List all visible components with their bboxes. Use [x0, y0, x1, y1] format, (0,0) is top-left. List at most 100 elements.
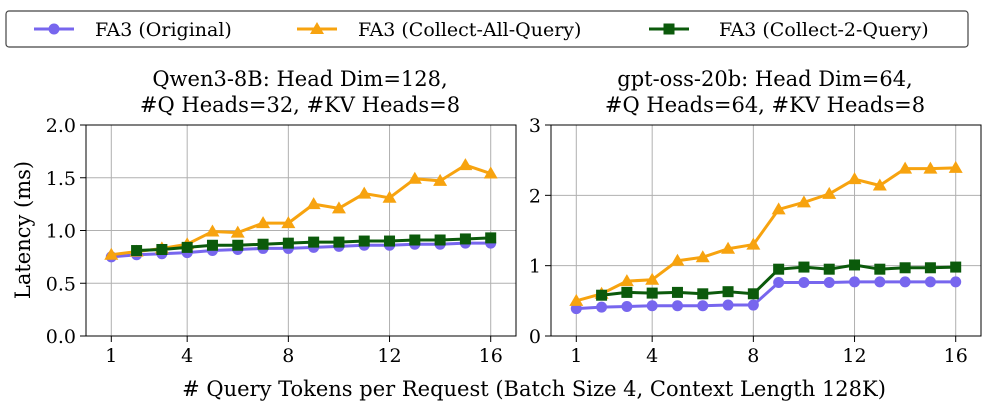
- data-point-fa3-collect-2-query: [899, 262, 911, 274]
- data-point-fa3-collect-all-query: [796, 195, 811, 208]
- data-point-fa3-collect-2-query: [409, 234, 421, 246]
- data-point-fa3-original: [671, 300, 683, 312]
- data-point-fa3-collect-2-query: [257, 238, 269, 250]
- data-point-fa3-collect-2-query: [232, 239, 244, 251]
- chart-title-line-2: #Q Heads=64, #KV Heads=8: [605, 93, 925, 117]
- legend-label-collect-2: FA3 (Collect-2-Query): [719, 19, 929, 41]
- data-point-fa3-collect-2-query: [950, 261, 962, 273]
- plot-frame: [85, 124, 517, 337]
- legend-marker-circle-icon: [48, 23, 60, 35]
- data-point-fa3-collect-2-query: [722, 286, 734, 298]
- data-point-fa3-collect-all-query: [306, 197, 321, 210]
- series-layer: [569, 160, 963, 315]
- series-layer: [104, 158, 498, 263]
- legend-marker-triangle-icon: [310, 22, 324, 34]
- series-line-fa3-collect-all-query: [575, 166, 956, 303]
- legend-entry-collect-2: FA3 (Collect-2-Query): [649, 19, 929, 41]
- data-point-fa3-original: [621, 300, 633, 312]
- y-tick-label: 2.0: [46, 115, 76, 137]
- data-point-fa3-collect-2-query: [924, 262, 936, 274]
- data-point-fa3-collect-all-query: [104, 247, 119, 260]
- y-tick-label: 0: [529, 326, 541, 348]
- x-tick-label: 16: [479, 345, 503, 367]
- x-tick-label: 12: [377, 345, 401, 367]
- legend-marker-square-icon: [663, 23, 675, 35]
- x-tick-label: 4: [181, 345, 193, 367]
- data-point-fa3-collect-2-query: [773, 263, 785, 275]
- x-tick-label: 1: [570, 345, 582, 367]
- x-tick-label: 4: [646, 345, 658, 367]
- data-point-fa3-collect-all-query: [357, 186, 372, 199]
- data-point-fa3-collect-2-query: [849, 259, 861, 271]
- x-tick-label: 8: [747, 345, 759, 367]
- plot-frame: [550, 124, 982, 337]
- data-point-fa3-collect-2-query: [671, 286, 683, 298]
- data-point-fa3-collect-2-query: [156, 243, 168, 255]
- legend-frame: [5, 10, 969, 48]
- legend-entry-original: FA3 (Original): [34, 19, 232, 41]
- x-tick-label: 16: [944, 345, 968, 367]
- data-point-fa3-collect-2-query: [206, 239, 218, 251]
- data-point-fa3-collect-all-query: [948, 160, 963, 173]
- data-point-fa3-collect-all-query: [721, 241, 736, 254]
- chart-title-line-1: Qwen3-8B: Head Dim=128,: [152, 67, 447, 91]
- legend-entry-collect-all: FA3 (Collect-All-Query): [297, 19, 581, 41]
- x-tick-label: 1: [105, 345, 117, 367]
- legend-label-collect-all: FA3 (Collect-All-Query): [358, 19, 581, 41]
- data-point-fa3-collect-all-query: [569, 293, 584, 306]
- data-point-fa3-collect-all-query: [205, 224, 220, 237]
- data-point-fa3-original: [747, 299, 759, 311]
- data-point-fa3-collect-2-query: [131, 245, 143, 257]
- data-point-fa3-original: [823, 277, 835, 289]
- data-point-fa3-collect-all-query: [872, 178, 887, 191]
- data-point-fa3-collect-all-query: [407, 171, 422, 184]
- data-point-fa3-collect-all-query: [331, 201, 346, 214]
- series-line-fa3-original: [576, 280, 956, 311]
- data-point-fa3-collect-2-query: [333, 236, 345, 248]
- data-point-fa3-original: [924, 276, 936, 288]
- data-point-fa3-original: [646, 300, 658, 312]
- data-point-fa3-collect-2-query: [181, 241, 193, 253]
- y-tick-label: 3: [529, 115, 541, 137]
- data-point-fa3-original: [697, 300, 709, 312]
- grid-lines: [86, 124, 516, 337]
- data-point-fa3-collect-2-query: [798, 261, 810, 273]
- data-point-fa3-collect-all-query: [746, 237, 761, 250]
- y-tick-label: 0.5: [46, 273, 76, 295]
- data-point-fa3-collect-all-query: [483, 166, 498, 179]
- series-line-fa3-collect-all-query: [111, 163, 492, 257]
- data-point-fa3-original: [849, 276, 861, 288]
- data-point-fa3-collect-2-query: [621, 286, 633, 298]
- data-point-fa3-collect-all-query: [898, 161, 913, 174]
- data-point-fa3-collect-all-query: [382, 190, 397, 203]
- data-point-fa3-original: [798, 277, 810, 289]
- chart-panel-qwen3-8b: Qwen3-8B: Head Dim=128, #Q Heads=32, #KV…: [11, 67, 517, 367]
- chart-panel-gpt-oss-20b: gpt-oss-20b: Head Dim=64, #Q Heads=64, #…: [529, 67, 982, 367]
- data-point-fa3-collect-2-query: [823, 263, 835, 275]
- data-point-fa3-collect-all-query: [458, 158, 473, 171]
- data-point-fa3-collect-all-query: [281, 216, 296, 229]
- data-point-fa3-original: [874, 276, 886, 288]
- data-point-fa3-collect-2-query: [874, 263, 886, 275]
- data-point-fa3-collect-2-query: [282, 237, 294, 249]
- chart-title-line-1: gpt-oss-20b: Head Dim=64,: [617, 67, 912, 91]
- y-tick-label: 0.0: [46, 326, 76, 348]
- data-point-fa3-collect-2-query: [358, 235, 370, 247]
- data-point-fa3-collect-all-query: [230, 225, 245, 238]
- data-point-fa3-collect-all-query: [256, 216, 271, 229]
- y-axis-label: Latency (ms): [11, 161, 35, 299]
- series-line-fa3-original: [111, 241, 491, 259]
- data-point-fa3-collect-2-query: [747, 288, 759, 300]
- x-tick-label: 12: [842, 345, 866, 367]
- y-tick-label: 2: [529, 185, 541, 207]
- shared-x-axis-label: # Query Tokens per Request (Batch Size 4…: [182, 377, 886, 401]
- x-tick-label: 8: [282, 345, 294, 367]
- data-point-fa3-original: [950, 276, 962, 288]
- data-point-fa3-original: [899, 276, 911, 288]
- data-point-fa3-collect-2-query: [596, 289, 608, 301]
- data-point-fa3-collect-all-query: [433, 173, 448, 186]
- data-point-fa3-collect-2-query: [308, 236, 320, 248]
- data-point-fa3-collect-all-query: [847, 172, 862, 185]
